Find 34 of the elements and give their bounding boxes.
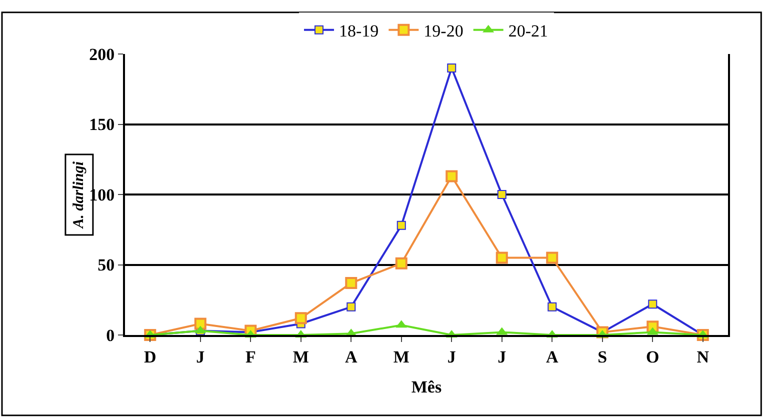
point xyxy=(194,318,206,330)
x-tick-label: N xyxy=(696,347,710,366)
x-tick-label: A xyxy=(344,347,358,366)
point xyxy=(497,190,506,199)
x-tick-label: O xyxy=(646,347,660,366)
x-tick-label: M xyxy=(393,347,410,366)
point xyxy=(395,257,408,270)
x-tick-label: S xyxy=(598,347,608,366)
point xyxy=(396,220,406,230)
x-tick-label: A xyxy=(546,347,559,366)
x-tick-label: F xyxy=(245,347,256,366)
x-tick-label: M xyxy=(292,347,309,366)
y-tick-label: 0 xyxy=(106,326,115,345)
legend-label: 18-19 xyxy=(339,22,379,41)
x-tick-label: J xyxy=(498,347,507,366)
point xyxy=(648,300,658,309)
y-axis-title: A. darlingi xyxy=(71,160,88,230)
y-tick-label: 150 xyxy=(89,115,115,134)
point xyxy=(548,302,557,312)
point xyxy=(447,64,456,73)
x-axis-title: Mês xyxy=(411,377,442,396)
x-tick-label: D xyxy=(144,347,156,366)
x-tick-label: J xyxy=(447,347,456,366)
legend-label: 20-21 xyxy=(508,22,548,41)
point xyxy=(294,312,307,324)
y-tick-label: 50 xyxy=(98,256,115,275)
point xyxy=(546,252,558,264)
point xyxy=(345,277,358,290)
y-tick-label: 200 xyxy=(89,44,115,64)
point xyxy=(496,252,508,264)
point xyxy=(446,170,458,182)
legend-label: 19-20 xyxy=(424,22,464,41)
point xyxy=(346,302,356,312)
x-tick-label: J xyxy=(196,347,206,366)
